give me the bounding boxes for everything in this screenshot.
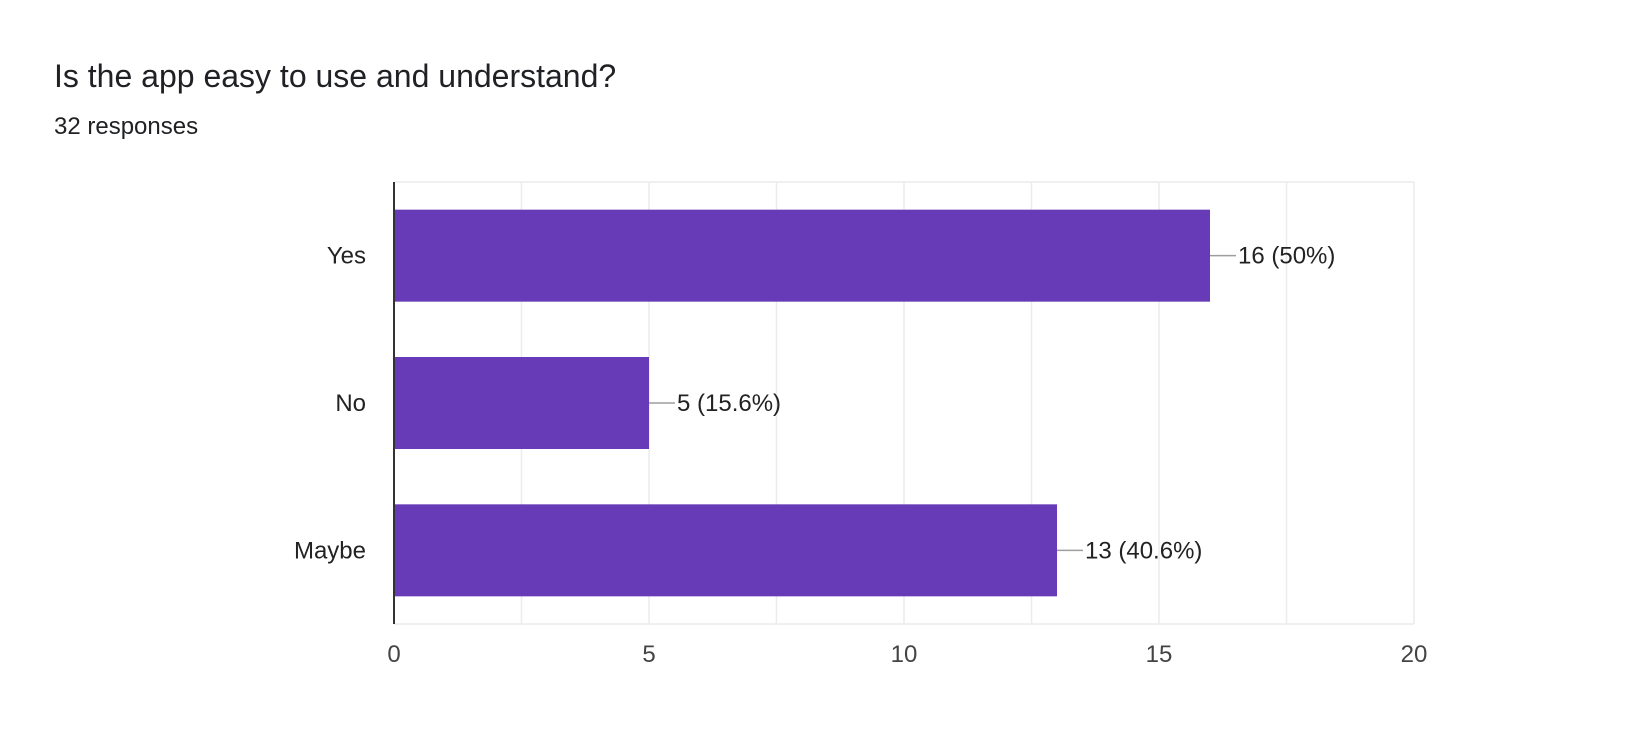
category-label-no: No xyxy=(335,390,366,417)
category-label-maybe: Maybe xyxy=(294,537,366,564)
x-tick-label: 15 xyxy=(1146,641,1173,668)
category-label-yes: Yes xyxy=(327,243,366,270)
bar-no xyxy=(394,357,649,449)
x-tick-label: 20 xyxy=(1401,641,1428,668)
x-tick-label: 0 xyxy=(387,641,400,668)
x-tick-label: 10 xyxy=(891,641,918,668)
response-count: 32 responses xyxy=(54,113,199,140)
value-label-no: 5 (15.6%) xyxy=(677,390,781,417)
x-tick-label: 5 xyxy=(642,641,655,668)
value-label-yes: 16 (50%) xyxy=(1238,243,1335,270)
value-label-maybe: 13 (40.6%) xyxy=(1085,537,1202,564)
bar-maybe xyxy=(394,504,1057,597)
bar-yes xyxy=(394,209,1210,302)
question-title: Is the app easy to use and understand? xyxy=(54,58,617,94)
